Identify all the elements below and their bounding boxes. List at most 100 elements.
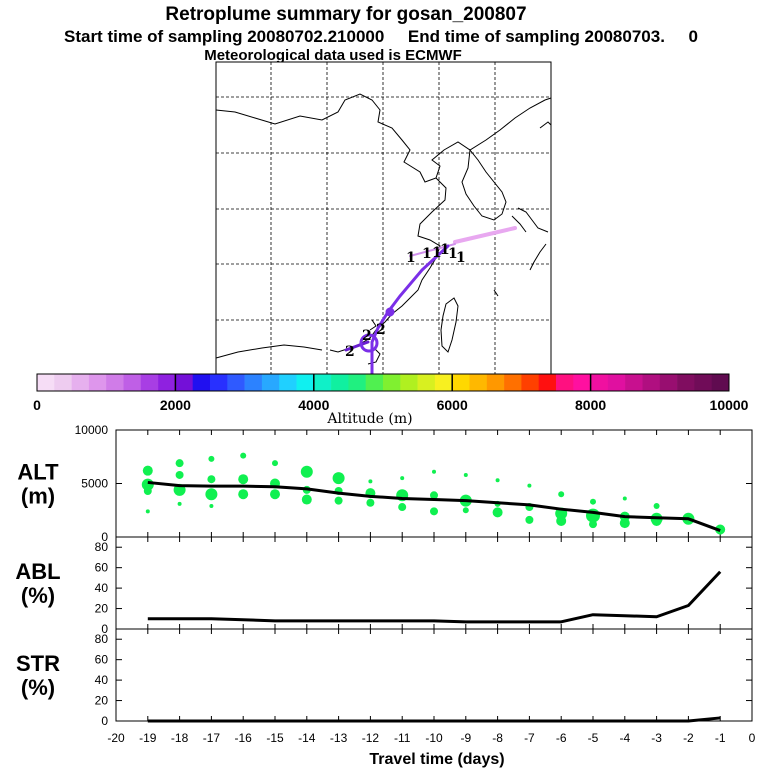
panel-label: STR [16,651,60,676]
altitude-scatter-point [430,507,438,516]
x-axis-label: Travel time (days) [369,751,504,768]
altitude-scatter-point [300,465,313,478]
panel-alt: ALT(m) 0 5000 10000 [17,423,753,544]
colorbar-tick-label: 2000 [160,397,191,413]
x-tick-label: -11 [394,731,411,745]
altitude-scatter-point [653,502,660,509]
altitude-scatter-point [272,460,278,467]
altitude-scatter-point [301,494,312,505]
colorbar-tick-label: 10000 [710,397,749,413]
colorbar-cell [625,374,643,391]
panel-frame [115,628,753,722]
altitude-scatter-point [527,483,532,488]
x-tick-label: -14 [298,731,316,745]
colorbar-cell [140,374,159,391]
colorbar-cell [400,374,418,391]
y-tick-label: 60 [95,561,109,575]
x-tick-label: -1 [715,731,726,745]
trajectory-segment-low [453,226,517,244]
x-tick-label: -5 [588,731,599,745]
colorbar-cell [348,374,366,391]
altitude-scatter-point [240,452,247,459]
colorbar-cell [227,374,245,391]
x-tick-label: 0 [749,731,756,745]
trajectory-markers: 1 1 1 1 1 1 2 2 2 [345,242,466,360]
y-tick-label: 0 [101,714,108,728]
altitude-scatter-point [208,455,215,462]
marker-label: 1 [440,242,450,258]
colorbar-tick-label: 4000 [298,397,329,413]
altitude-scatter-point [432,469,436,474]
colorbar-cell [54,374,72,391]
trajectory-map: 1 1 1 1 1 1 2 2 2 [215,61,552,376]
colorbar-label: Altitude (m) [326,411,412,427]
colorbar-cell [331,374,349,391]
colorbar-cell [244,374,263,391]
y-tick-label: 80 [95,632,109,646]
colorbar-cell [192,374,211,391]
altitude-scatter-point [238,474,249,485]
y-tick-label: 40 [95,673,109,687]
str-series-line [147,716,721,723]
y-tick-label: 0 [101,530,108,544]
main-title: Retroplume summary for gosan_200807 [165,4,526,25]
panel-unit: (%) [21,675,55,700]
colorbar-cell [123,374,142,391]
altitude-scatter-point [334,496,343,505]
colorbar-frame [36,373,730,392]
altitude-scatter-point [270,489,280,500]
colorbar-cell [642,374,661,391]
altitude-scatter-point [495,478,500,483]
altitude-scatter-point [558,491,565,498]
altitude-scatter-point [398,503,407,512]
altitude-scatter-point [589,520,597,529]
trajectory-dot [385,307,395,317]
altitude-scatter-point [332,472,345,485]
marker-label: 1 [422,246,432,262]
colorbar-cell [538,374,557,391]
y-tick-label: 5000 [81,477,108,491]
altitude-scatter-point [366,498,375,507]
altitude-scatter-point [175,470,184,479]
x-tick-label: -13 [330,731,348,745]
altitude-scatter-point [492,507,503,518]
colorbar-cell [434,374,453,391]
colorbar-cell [71,374,90,391]
colorbar-tick-label: 0 [33,397,41,413]
trajectory [344,226,517,376]
colorbar-cell [469,374,488,391]
altitude-scatter-point [142,465,153,476]
map-grid [216,62,551,374]
marker-label: 1 [448,246,458,262]
x-tick-label: -4 [619,731,630,745]
colorbar-cell [452,374,470,391]
x-tick-label: -15 [266,731,284,745]
panel-unit: (%) [21,583,55,608]
altitude-scatter-point [430,491,438,500]
colorbar-cell [261,374,280,391]
x-tick-label: -3 [651,731,662,745]
marker-label: 2 [362,328,372,344]
colorbar-cell [504,374,522,391]
x-tick-label: -16 [235,731,253,745]
altitude-scatter-point [209,503,214,508]
marker-label: 1 [432,245,442,261]
altitude-scatter-point [368,479,373,484]
colorbar-cell [296,374,315,391]
colorbar-cell [607,374,626,391]
altitude-scatter-point [207,475,216,484]
y-tick-label: 10000 [75,423,109,437]
altitude-scatter-point [145,509,150,514]
colorbar-cell [521,374,539,391]
colorbar-cell [106,374,124,391]
panel-abl: ABL(%) 0 20 40 60 80 [15,536,753,636]
x-tick-label: -18 [171,731,189,745]
alt-series-line [147,480,721,532]
colorbar-cell [279,374,297,391]
colorbar-cell [417,374,436,391]
x-tick-label: -8 [492,731,503,745]
y-tick-label: 40 [95,581,109,595]
panel-label: ABL [15,559,60,584]
trajectory-segment-west [344,340,370,352]
